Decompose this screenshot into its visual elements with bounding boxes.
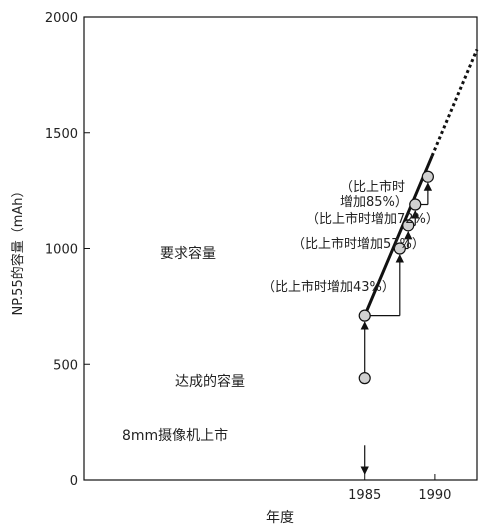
annotation-85-line1: （比上市时 — [340, 179, 405, 195]
x-tick-label: 1990 — [418, 488, 451, 503]
x-tick-label: 1985 — [348, 488, 381, 503]
achieved-capacity-point — [402, 219, 415, 232]
required-capacity-label: 要求容量 — [160, 245, 216, 262]
achieved-capacity-point — [358, 372, 371, 385]
y-axis-label: NP.55的容量（mAh） — [10, 184, 26, 315]
achieved-capacity-label: 达成的容量 — [175, 373, 245, 390]
y-tick-label: 2000 — [45, 11, 78, 26]
y-tick-label: 0 — [70, 474, 78, 489]
annotation-85-line2: 增加85%） — [340, 195, 408, 210]
required-capacity-line — [363, 155, 434, 317]
y-tick-label: 1000 — [45, 243, 78, 258]
launch-event-label: 8mm摄像机上市 — [122, 427, 228, 444]
achieved-capacity-point — [409, 198, 422, 211]
required-capacity-extrapolation — [430, 48, 479, 157]
annotation-57: （比上市时增加57%） — [292, 236, 425, 252]
y-tick-label: 500 — [53, 358, 78, 373]
achieved-capacity-point — [393, 242, 406, 255]
achieved-capacity-point — [358, 309, 371, 322]
annotation-72: （比上市时增加72%） — [306, 211, 439, 227]
x-axis-label: 年度 — [266, 510, 294, 526]
y-tick-label: 1500 — [45, 127, 78, 142]
annotation-43: （比上市时增加43%） — [262, 279, 395, 295]
achieved-capacity-point — [421, 170, 434, 183]
